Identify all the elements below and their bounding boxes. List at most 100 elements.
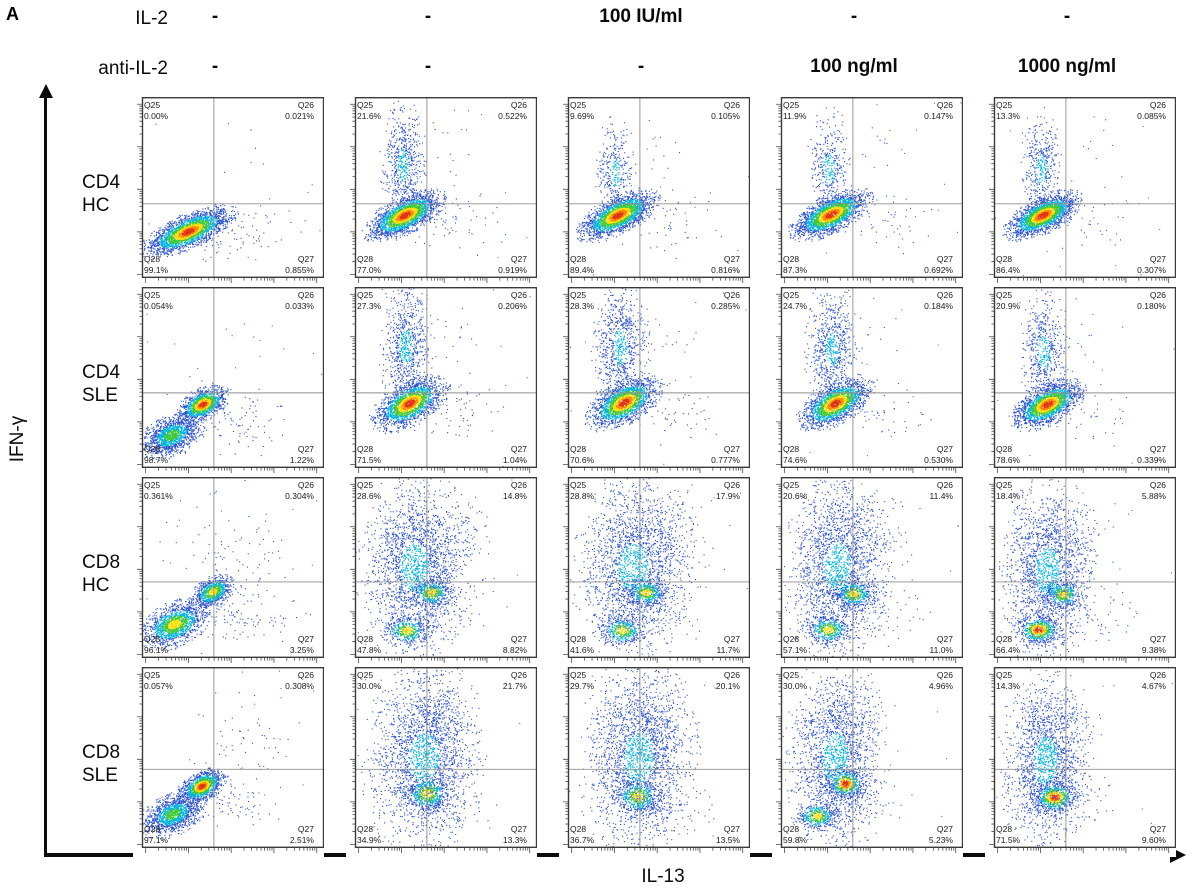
quadrant-percentage: 0.105% (711, 111, 740, 122)
quadrant-label-q28: Q28 97.1% (144, 824, 168, 846)
quadrant-name: Q26 (723, 290, 740, 300)
quadrant-percentage: 0.855% (285, 264, 314, 275)
quadrant-name: Q25 (357, 290, 374, 300)
quadrant-percentage: 2.51% (289, 834, 314, 845)
quadrant-label-q27: Q27 13.3% (503, 824, 527, 846)
quadrant-percentage: 74.6% (783, 454, 808, 465)
quadrant-percentage: 13.3% (996, 111, 1021, 122)
quadrant-label-q28: Q28 70.6% (570, 444, 594, 466)
quadrant-percentage: 0.339% (1137, 454, 1166, 465)
quadrant-label-q26: Q26 17.9% (716, 480, 740, 502)
quadrant-label-q26: Q26 4.96% (929, 670, 953, 692)
quadrant-label-q25: Q25 29.7% (570, 670, 594, 692)
quadrant-label-q25: Q25 20.9% (996, 290, 1020, 312)
quadrant-percentage: 4.67% (1141, 681, 1166, 692)
quadrant-name: Q28 (570, 443, 587, 454)
quadrant-label-q25: Q25 28.3% (570, 290, 594, 312)
quadrant-percentage: 9.60% (1141, 834, 1166, 845)
figure-panel-letter: A (6, 4, 19, 24)
row-label-cd8-hc: CD8 HC (82, 551, 120, 597)
quadrant-name: Q28 (783, 253, 800, 264)
density-plot-canvas (772, 477, 963, 667)
quadrant-percentage: 36.7% (570, 834, 595, 845)
quadrant-percentage: 11.7% (716, 644, 740, 655)
quadrant-label-q25: Q25 27.3% (357, 290, 381, 312)
flow-panel-r3c2: Q25 28.6% Q26 14.8% Q28 47.8% Q27 8.82% (346, 477, 537, 667)
quadrant-percentage: 0.206% (498, 301, 527, 312)
flow-panel-r3c4: Q25 20.6% Q26 11.4% Q28 57.1% Q27 11.0% (772, 477, 963, 667)
row-label-line: HC (82, 195, 110, 216)
quadrant-label-q28: Q28 59.8% (783, 824, 807, 846)
quadrant-label-q26: Q26 0.304% (285, 480, 314, 502)
quadrant-name: Q27 (1149, 253, 1166, 264)
quadrant-name: Q25 (570, 480, 587, 490)
flow-panel-r3c3: Q25 28.8% Q26 17.9% Q28 41.6% Q27 11.7% (559, 477, 750, 667)
quadrant-percentage: 57.1% (783, 644, 808, 655)
header-anti-il2-value-col1: - (211, 56, 219, 77)
quadrant-name: Q27 (297, 633, 314, 644)
quadrant-label-q26: Q26 14.8% (503, 480, 527, 502)
quadrant-name: Q28 (783, 633, 800, 644)
header-il2-value-col2: - (424, 6, 432, 27)
density-plot-canvas (559, 477, 750, 667)
quadrant-name: Q26 (723, 100, 740, 110)
quadrant-name: Q26 (936, 100, 953, 110)
density-plot-canvas (133, 287, 324, 477)
quadrant-label-q27: Q27 0.692% (924, 254, 953, 276)
y-axis-line (44, 96, 47, 856)
quadrant-label-q27: Q27 5.23% (929, 824, 953, 846)
quadrant-percentage: 0.054% (144, 301, 173, 312)
y-axis-label: IFN-γ (7, 415, 28, 463)
quadrant-label-q27: Q27 0.530% (924, 444, 953, 466)
quadrant-label-q25: Q25 21.6% (357, 100, 381, 122)
row-label-line: HC (82, 575, 110, 596)
quadrant-name: Q27 (297, 253, 314, 264)
quadrant-name: Q26 (510, 480, 527, 490)
quadrant-label-q25: Q25 9.69% (570, 100, 594, 122)
quadrant-label-q26: Q26 21.7% (503, 670, 527, 692)
quadrant-name: Q27 (1149, 823, 1166, 834)
quadrant-label-q28: Q28 57.1% (783, 634, 807, 656)
quadrant-name: Q27 (723, 443, 740, 454)
quadrant-label-q28: Q28 66.4% (996, 634, 1020, 656)
quadrant-percentage: 20.9% (996, 301, 1021, 312)
row-label-line: SLE (82, 765, 118, 786)
quadrant-name: Q26 (510, 100, 527, 110)
quadrant-name: Q27 (936, 443, 953, 454)
quadrant-name: Q26 (1149, 290, 1166, 300)
quadrant-name: Q27 (1149, 633, 1166, 644)
quadrant-name: Q25 (357, 480, 374, 490)
quadrant-percentage: 28.6% (357, 491, 382, 502)
quadrant-name: Q28 (996, 633, 1013, 644)
quadrant-label-q27: Q27 3.25% (290, 634, 314, 656)
quadrant-name: Q26 (723, 670, 740, 680)
quadrant-percentage: 0.285% (711, 301, 740, 312)
quadrant-name: Q25 (570, 100, 587, 110)
quadrant-name: Q27 (936, 823, 953, 834)
quadrant-label-q27: Q27 2.51% (290, 824, 314, 846)
quadrant-name: Q25 (144, 100, 161, 110)
quadrant-label-q26: Q26 20.1% (716, 670, 740, 692)
quadrant-label-q25: Q25 13.3% (996, 100, 1020, 122)
quadrant-label-q25: Q25 11.9% (783, 100, 806, 122)
density-plot-canvas (559, 97, 750, 287)
quadrant-label-q27: Q27 13.5% (716, 824, 740, 846)
density-plot-canvas (559, 667, 750, 857)
quadrant-name: Q28 (996, 253, 1013, 264)
flow-panel-r2c4: Q25 24.7% Q26 0.184% Q28 74.6% Q27 0.530% (772, 287, 963, 477)
quadrant-label-q26: Q26 0.285% (711, 290, 740, 312)
quadrant-percentage: 66.4% (996, 644, 1021, 655)
quadrant-percentage: 18.4% (996, 491, 1021, 502)
quadrant-label-q27: Q27 0.919% (498, 254, 527, 276)
quadrant-name: Q25 (144, 670, 161, 680)
quadrant-name: Q26 (297, 100, 314, 110)
quadrant-percentage: 13.3% (502, 834, 527, 845)
quadrant-percentage: 0.180% (1137, 301, 1166, 312)
quadrant-label-q26: Q26 0.021% (285, 100, 314, 122)
quadrant-label-q25: Q25 0.054% (144, 290, 173, 312)
header-anti-il2-value-col2: - (424, 56, 432, 77)
quadrant-label-q26: Q26 4.67% (1142, 670, 1166, 692)
quadrant-name: Q27 (510, 823, 527, 834)
quadrant-label-q25: Q25 14.3% (996, 670, 1020, 692)
density-plot-canvas (133, 97, 324, 287)
